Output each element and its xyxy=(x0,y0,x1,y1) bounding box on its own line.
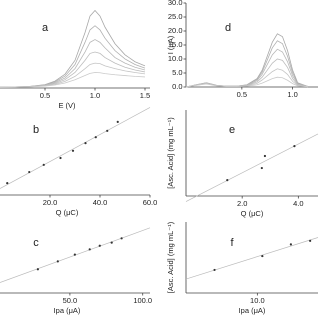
point xyxy=(84,142,87,145)
point xyxy=(226,178,229,182)
x-tick-label: 0.5 xyxy=(237,90,247,99)
x-tick-label: 1.0 xyxy=(90,91,100,100)
point xyxy=(116,120,119,123)
curve xyxy=(185,40,308,88)
x-tick-label: 20.0 xyxy=(43,198,58,207)
point xyxy=(260,166,263,170)
panel-label: b xyxy=(33,124,39,136)
y-axis-title: [Asc. Acid] (mg mL⁻¹) xyxy=(166,221,175,293)
y-tick-label: 30.0 xyxy=(168,0,183,7)
point xyxy=(263,154,267,158)
panel-label: d xyxy=(225,22,231,34)
y-tick-label: 0.0 xyxy=(172,82,182,91)
point xyxy=(56,260,59,263)
x-axis-title: E (V) xyxy=(58,101,76,110)
point xyxy=(59,156,62,160)
point xyxy=(106,129,109,132)
point xyxy=(88,248,91,251)
x-axis-title: Q (μC) xyxy=(56,208,79,217)
point xyxy=(71,149,75,152)
x-axis-title: Ipa (μA) xyxy=(239,306,266,315)
point xyxy=(98,244,101,247)
trend-line xyxy=(185,237,319,280)
x-tick-label: 60.0 xyxy=(143,198,158,207)
point xyxy=(213,268,216,272)
point xyxy=(73,253,76,256)
point xyxy=(261,254,264,258)
x-tick-label: 2.0 xyxy=(237,199,247,208)
x-tick-label: 10.0 xyxy=(250,296,265,305)
x-tick-label: 100.0 xyxy=(133,296,152,305)
curve xyxy=(185,76,308,88)
y-tick-label: 15.0 xyxy=(168,40,183,49)
x-axis-title: Ipa (μA) xyxy=(54,306,81,315)
point xyxy=(289,243,292,246)
x-tick-label: 4.0 xyxy=(293,199,303,208)
panel-label: f xyxy=(230,237,234,249)
point xyxy=(6,182,9,185)
panel-label: c xyxy=(33,237,39,249)
panel-label: a xyxy=(42,22,49,34)
point xyxy=(36,268,39,271)
x-axis-title: Q (μC) xyxy=(241,209,264,218)
y-tick-label: 5.0 xyxy=(172,68,182,77)
x-tick-label: 0.5 xyxy=(40,91,50,100)
point xyxy=(120,237,123,240)
panel-label: e xyxy=(229,124,235,136)
x-tick-label: 1.0 xyxy=(287,90,297,99)
point xyxy=(293,145,296,148)
y-axis-title: I (μA) xyxy=(166,35,175,54)
curve xyxy=(185,33,308,88)
point xyxy=(309,239,312,242)
trend-line xyxy=(0,107,151,189)
point xyxy=(94,136,97,139)
x-tick-label: 40.0 xyxy=(93,198,108,207)
x-tick-label: 1.5 xyxy=(140,91,150,100)
y-tick-label: 25.0 xyxy=(168,12,183,21)
curve xyxy=(0,72,146,88)
y-tick-label: 10.0 xyxy=(168,54,183,63)
y-axis-title: [Asc. Acid] (mg mL⁻¹) xyxy=(166,117,175,189)
trend-line xyxy=(185,133,319,202)
point xyxy=(42,163,45,166)
point xyxy=(110,241,113,244)
x-tick-label: 50.0 xyxy=(63,296,78,305)
point xyxy=(28,170,31,174)
y-tick-label: 20.0 xyxy=(168,26,183,35)
